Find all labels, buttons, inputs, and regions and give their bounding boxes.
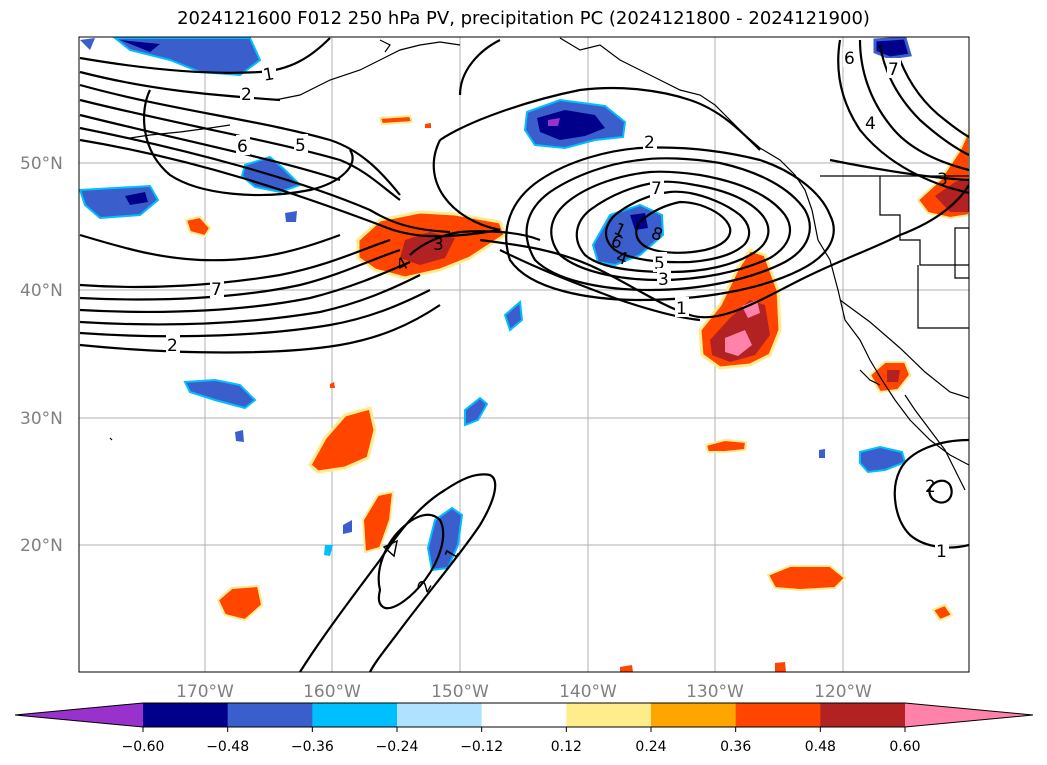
positive-pc-area: [704, 438, 748, 453]
longitude-label: 150°W: [431, 682, 489, 702]
colorbar-segment: [143, 703, 229, 727]
contour-label: 1: [262, 64, 276, 86]
colorbar: −0.60 −0.48 −0.36 −0.24 −0.12 0.12 0.24 0.36 0.4…: [14, 702, 1034, 755]
positive-pc-area: [931, 603, 954, 622]
latitude-axis: 50°N 40°N 30°N 20°N: [20, 154, 63, 556]
positive-pc-area: [742, 300, 760, 318]
colorbar-outline: [14, 702, 1034, 728]
contour-label: 5: [654, 254, 665, 274]
positive-pc-area: [184, 215, 212, 238]
latitude-label: 50°N: [20, 154, 63, 174]
positive-pc-area: [620, 665, 633, 672]
contour-label: 2: [241, 85, 252, 105]
latitude-label: 30°N: [20, 409, 63, 429]
latitude-label: 40°N: [20, 281, 63, 301]
contour-label: 3: [937, 170, 948, 190]
gridlines: [79, 37, 969, 672]
colorbar-segment: [566, 703, 652, 727]
colorbar-segment: [820, 703, 906, 727]
longitude-label: 170°W: [176, 682, 234, 702]
positive-pc-area: [361, 490, 395, 554]
colorbar-tick-label: 0.48: [805, 739, 836, 755]
contour-label: 7: [651, 179, 662, 199]
colorbar-tick-label: 0.24: [635, 739, 666, 755]
colorbar-segment: [312, 703, 398, 727]
colorbar-segment: [227, 703, 313, 727]
positive-pc-area: [725, 330, 752, 356]
negative-pc-area: [873, 37, 912, 60]
negative-pc-area: [80, 38, 95, 50]
positive-pc-area: [887, 370, 900, 382]
colorbar-tick-label: −0.36: [291, 739, 334, 755]
map-frame: [78, 36, 970, 673]
negative-pc-area: [537, 110, 605, 140]
negative-pc-area: [120, 40, 160, 52]
contour-label: 2: [167, 336, 178, 356]
contour-label: 2: [925, 477, 936, 497]
colorbar-segment: [651, 703, 737, 727]
pv-contours: [79, 37, 969, 672]
negative-pc-area: [630, 213, 648, 230]
contour-label: 7: [211, 280, 222, 300]
colorbar-tick-label: 0.36: [720, 739, 751, 755]
colorbar-segment: [735, 703, 821, 727]
longitude-label: 130°W: [686, 682, 744, 702]
contour-label: 1: [676, 299, 687, 319]
colorbar-tick-label: 0.60: [889, 739, 920, 755]
contour-label: 4: [865, 114, 876, 134]
negative-pc-area: [464, 396, 489, 427]
colorbar-segment: [397, 703, 483, 727]
negative-pc-area: [125, 192, 148, 205]
contour-label: 2: [644, 133, 655, 153]
colorbar-extend-low: [15, 703, 143, 727]
positive-pc-area: [330, 382, 335, 388]
positive-pc-area: [216, 584, 264, 622]
coastlines: [109, 37, 969, 491]
contour-labels: 1 2 6 5 7 2 3 4 2 7 8 6 4 5 3 1 6 7 4 3 …: [166, 47, 949, 596]
longitude-label: 140°W: [559, 682, 617, 702]
latitude-label: 20°N: [20, 536, 63, 556]
contour-label: 5: [295, 136, 306, 156]
negative-pc-area: [343, 520, 352, 534]
colorbar-extend-high: [905, 703, 1033, 727]
negative-pc-area: [503, 299, 524, 332]
contour-label: 6: [237, 137, 248, 157]
positive-pc-area: [775, 662, 786, 672]
contour-minimum-marker: [382, 539, 399, 558]
longitude-label: 160°W: [303, 682, 361, 702]
colorbar-tick-label: −0.48: [206, 739, 249, 755]
colorbar-tick-label: 0.12: [551, 739, 582, 755]
negative-pc-area: [183, 378, 257, 410]
contour-label: 3: [433, 235, 444, 255]
negative-pc-area: [285, 211, 297, 222]
colorbar-tick-label: −0.60: [122, 739, 165, 755]
positive-pc-area: [400, 232, 455, 265]
precipitation-shading: [79, 37, 969, 672]
contour-label: 6: [844, 49, 855, 69]
negative-pc-area: [235, 430, 244, 442]
contour-label: 3: [658, 270, 669, 290]
positive-pc-area: [308, 406, 377, 474]
colorbar-segment: [481, 703, 567, 727]
longitude-label: 120°W: [814, 682, 872, 702]
positive-pc-area: [425, 123, 431, 128]
colorbar-tick-label: −0.24: [376, 739, 419, 755]
negative-pc-area: [859, 445, 907, 474]
map-title: 2024121600 F012 250 hPa PV, precipitatio…: [177, 8, 870, 29]
map-area: [79, 37, 969, 672]
negative-pc-area: [819, 449, 825, 458]
positive-pc-area: [766, 565, 847, 592]
positive-pc-area: [935, 178, 969, 212]
negative-pc-area: [324, 545, 333, 556]
negative-pc-area: [548, 118, 560, 126]
colorbar-tick-label: −0.12: [460, 739, 503, 755]
contour-label: 1: [936, 542, 947, 562]
longitude-axis: 170°W 160°W 150°W 140°W 130°W 120°W: [176, 682, 872, 702]
positive-pc-area: [378, 114, 414, 126]
contour-label: 7: [888, 60, 899, 80]
